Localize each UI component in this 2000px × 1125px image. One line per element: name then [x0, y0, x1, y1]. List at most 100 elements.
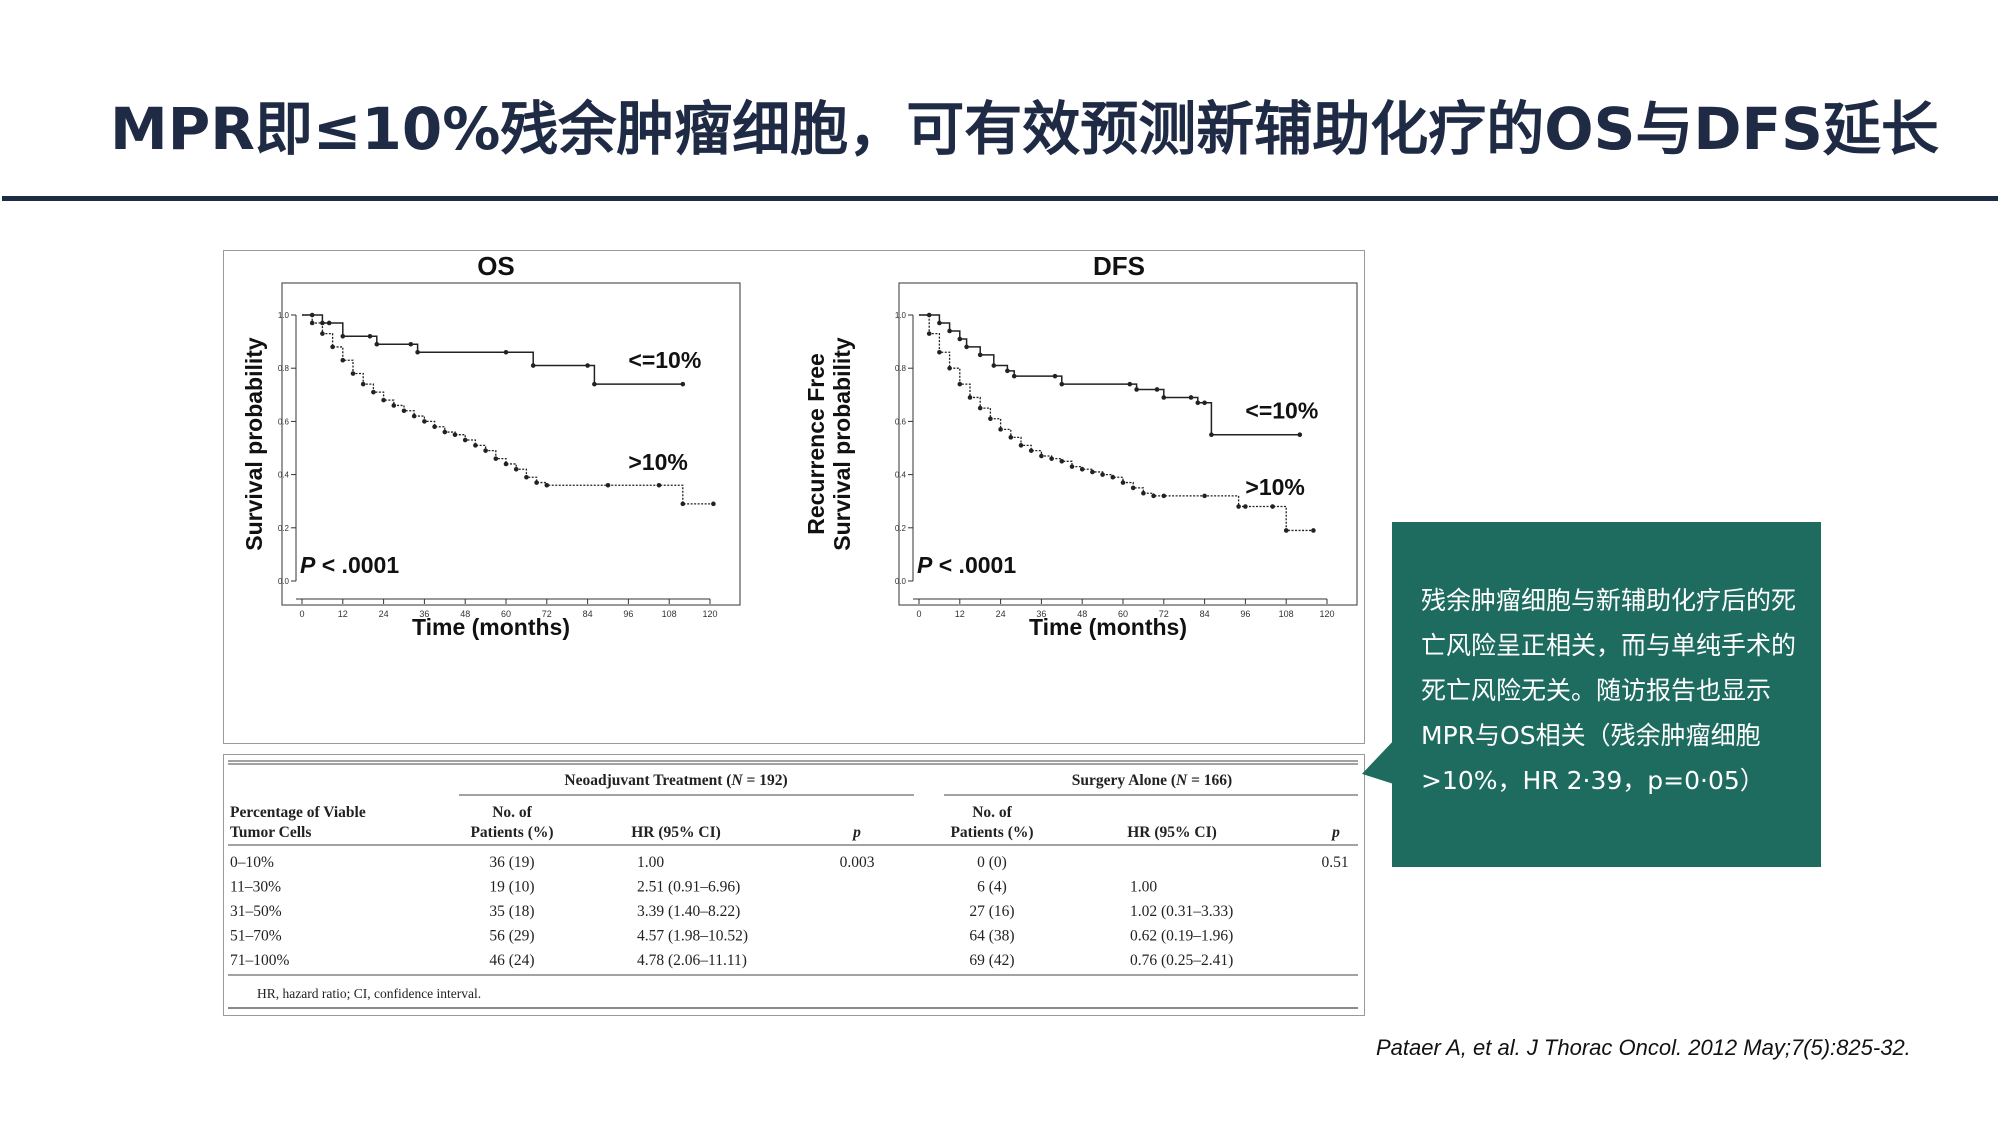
table-cell: 56 (29)	[489, 928, 534, 945]
censor-mark	[1059, 381, 1065, 387]
censor-mark	[1270, 504, 1275, 509]
censor-mark	[937, 349, 942, 355]
callout-box	[1392, 522, 1821, 867]
p-value-annotation: P < .0001	[300, 552, 399, 578]
callout-pointer	[1362, 740, 1394, 796]
censor-mark	[947, 328, 952, 334]
censor-mark	[452, 432, 458, 437]
series-label: >10%	[628, 449, 687, 475]
x-tick-label: 48	[460, 609, 470, 619]
table-cell: 71–100%	[230, 952, 290, 969]
x-tick-label: 0	[299, 609, 304, 619]
x-tick-label: 84	[583, 609, 593, 619]
x-tick-label: 120	[702, 609, 717, 619]
censor-mark	[964, 344, 969, 350]
y-tick-label: 0.4	[895, 471, 907, 480]
column-header: No. of	[492, 804, 532, 821]
table-cell: 46 (24)	[489, 952, 534, 969]
censor-mark	[503, 349, 509, 355]
censor-mark	[1134, 387, 1139, 392]
table-cell: 1.02 (0.31–3.33)	[1130, 903, 1233, 920]
table-cell: 4.78 (2.06–11.11)	[637, 952, 747, 969]
censor-mark	[544, 482, 550, 488]
y-axis-label: Survival probability	[241, 337, 267, 551]
censor-mark	[473, 443, 478, 448]
table-cell: 4.57 (1.98–10.52)	[637, 928, 748, 945]
censor-mark	[1028, 448, 1034, 453]
censor-mark	[680, 381, 686, 387]
censor-mark	[592, 381, 597, 387]
censor-mark	[1049, 456, 1054, 461]
title-divider	[2, 196, 1998, 201]
plot-frame	[898, 282, 1358, 606]
callout-text: 残余肿瘤细胞与新辅助化疗后的死亡风险呈正相关，而与单纯手术的死亡风险无关。随访报…	[1421, 586, 1797, 795]
censor-mark	[656, 482, 662, 488]
hr-table-svg: Neoadjuvant Treatment (N = 192) Surgery A…	[228, 760, 1358, 1009]
censor-mark	[1151, 493, 1156, 499]
table-cell: 0.003	[840, 854, 875, 871]
censor-mark	[1005, 368, 1010, 374]
y-tick-label: 1.0	[278, 311, 290, 320]
group-header: Neoadjuvant Treatment (N = 192)	[564, 772, 787, 789]
censor-mark	[401, 408, 407, 414]
table-cell: 0–10%	[230, 854, 274, 871]
x-tick-label: 60	[1118, 609, 1128, 619]
censor-mark	[1195, 400, 1201, 406]
censor-mark	[1130, 485, 1136, 491]
reference-citation: Pataer A, et al. J Thorac Oncol. 2012 Ma…	[1376, 1035, 1911, 1060]
series-label: <=10%	[628, 347, 701, 373]
censor-mark	[530, 363, 536, 368]
table-cell: 1.00	[637, 854, 664, 871]
table-cell: 2.51 (0.91–6.96)	[637, 879, 740, 896]
censor-mark	[408, 341, 414, 347]
censor-mark	[371, 389, 376, 395]
hr-table: Neoadjuvant Treatment (N = 192) Surgery A…	[223, 754, 1365, 1016]
censor-mark	[957, 381, 963, 387]
y-tick-label: 0.0	[895, 577, 907, 586]
column-header: HR (95% CI)	[631, 824, 721, 841]
y-tick-label: 0.2	[278, 524, 290, 533]
censor-mark	[422, 419, 427, 424]
censor-mark	[1090, 469, 1095, 475]
censor-mark	[1018, 443, 1024, 448]
censor-mark	[1311, 528, 1316, 533]
x-tick-label: 96	[1240, 609, 1250, 619]
censor-mark	[350, 371, 356, 376]
censor-mark	[513, 466, 519, 472]
censor-mark	[1069, 464, 1075, 469]
censor-mark	[1141, 490, 1146, 496]
table-cell: 6 (4)	[977, 879, 1007, 896]
x-tick-label: 84	[1200, 609, 1210, 619]
censor-mark	[462, 437, 468, 443]
x-tick-label: 0	[916, 609, 921, 619]
censor-mark	[1283, 528, 1289, 533]
table-cell: 0.76 (0.25–2.41)	[1130, 952, 1233, 969]
table-footnote: HR, hazard ratio; CI, confidence interva…	[257, 986, 481, 1001]
censor-mark	[1161, 395, 1167, 400]
table-cell: 0.62 (0.19–1.96)	[1130, 928, 1233, 945]
censor-mark	[977, 405, 983, 411]
series-line-le10	[919, 314, 1300, 436]
censor-mark	[1127, 381, 1133, 387]
table-cell: 36 (19)	[489, 854, 534, 871]
censor-mark	[320, 331, 325, 336]
censor-mark	[432, 424, 437, 430]
x-tick-label: 36	[1036, 609, 1046, 619]
censor-mark	[605, 482, 611, 488]
y-tick-label: 0.2	[895, 524, 907, 533]
censor-mark	[391, 403, 397, 408]
table-cell: 19 (10)	[489, 879, 534, 896]
y-tick-label: 0.6	[278, 417, 290, 426]
censor-mark	[1052, 373, 1058, 379]
y-tick-label: 0.8	[895, 364, 907, 373]
censor-mark	[1120, 480, 1126, 485]
censor-mark	[493, 456, 499, 461]
censor-mark	[1154, 387, 1160, 392]
km-chart-dfs: DFS 0 12 24 36 48 60 72 84 96 108 120 0.0 0.2 0.4 0.6 0.…	[803, 251, 1358, 640]
censor-mark	[988, 416, 993, 422]
censor-mark	[340, 357, 346, 363]
censor-mark	[1188, 395, 1194, 400]
series-label: <=10%	[1245, 398, 1318, 424]
x-tick-label: 24	[379, 609, 389, 619]
censor-mark	[309, 320, 315, 326]
